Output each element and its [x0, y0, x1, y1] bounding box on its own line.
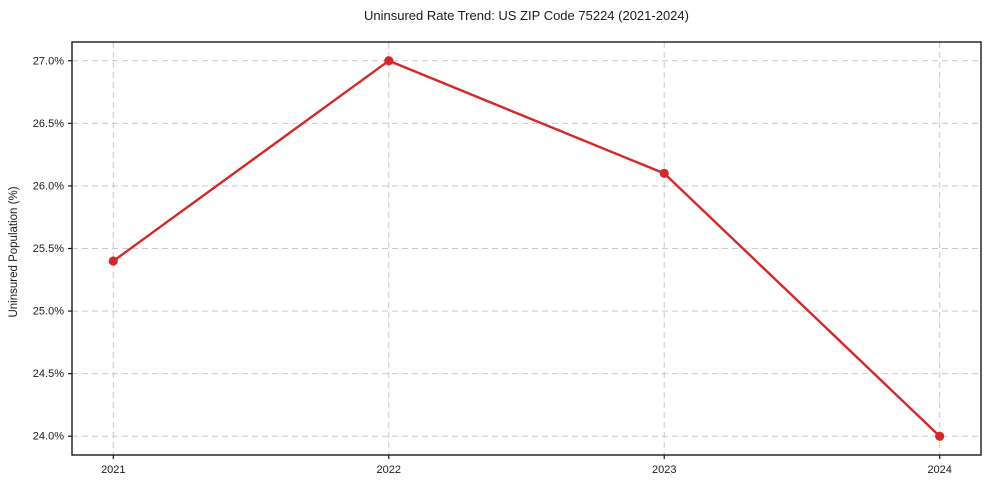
y-tick-label: 26.0%	[33, 180, 64, 192]
chart-title: Uninsured Rate Trend: US ZIP Code 75224 …	[364, 8, 689, 23]
y-tick-label: 24.5%	[33, 368, 64, 380]
data-point-2023	[659, 168, 669, 179]
data-point-2024	[935, 431, 945, 441]
y-tick-label: 25.0%	[33, 306, 64, 318]
y-tick-label: 27.0%	[33, 55, 64, 67]
x-tick-label: 2022	[377, 464, 401, 476]
y-axis-label-text: Uninsured Population (%)	[8, 186, 20, 318]
x-tick-label: 2023	[652, 464, 676, 476]
y-tick-label: 26.5%	[33, 118, 64, 130]
y-tick-label: 24.0%	[33, 431, 64, 443]
data-point-2021	[108, 256, 118, 266]
x-tick-label: 2024	[927, 464, 951, 476]
trend-line	[112, 59, 941, 438]
x-tick-label: 2021	[101, 464, 125, 476]
data-point-2022	[384, 56, 394, 66]
plot-border	[71, 41, 982, 456]
y-tick-label: 25.5%	[33, 243, 64, 255]
